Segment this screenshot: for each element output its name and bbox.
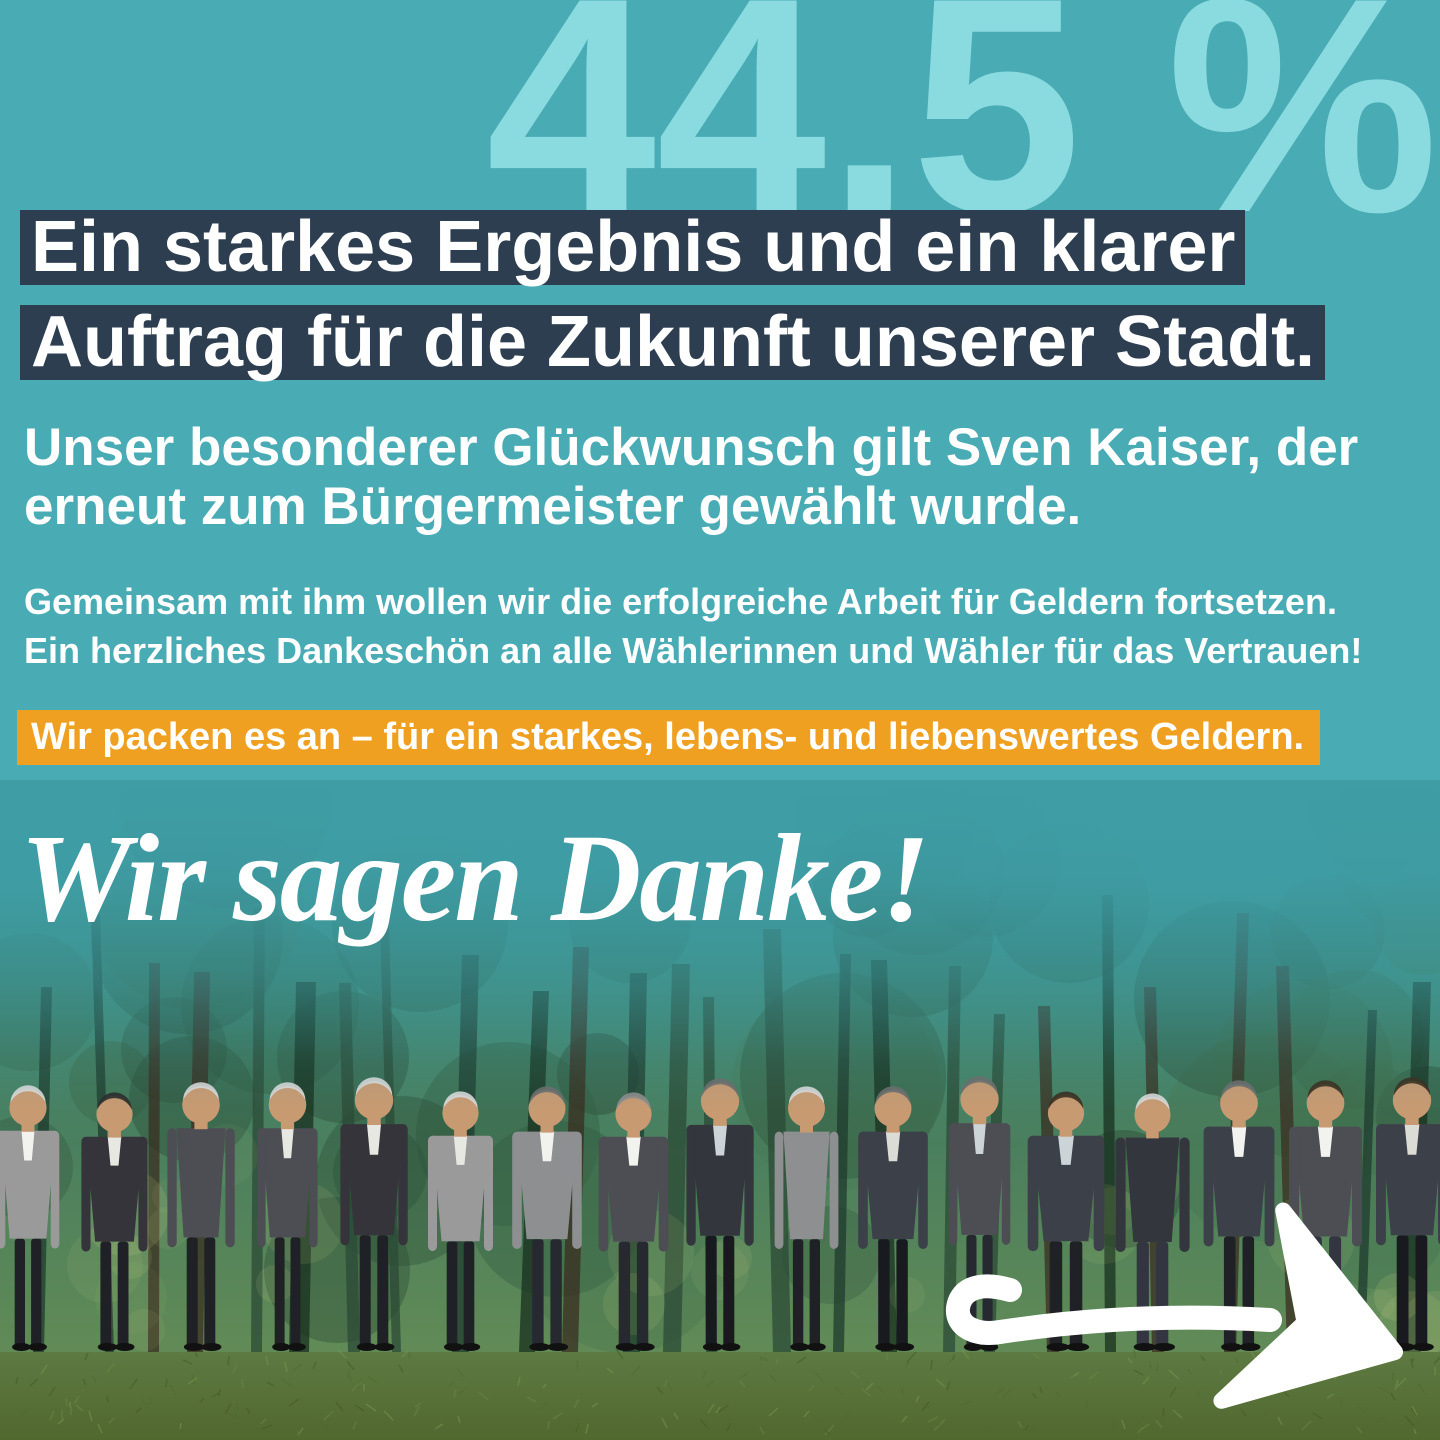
svg-text:Wir sagen Danke!: Wir sagen Danke! bbox=[20, 810, 928, 948]
